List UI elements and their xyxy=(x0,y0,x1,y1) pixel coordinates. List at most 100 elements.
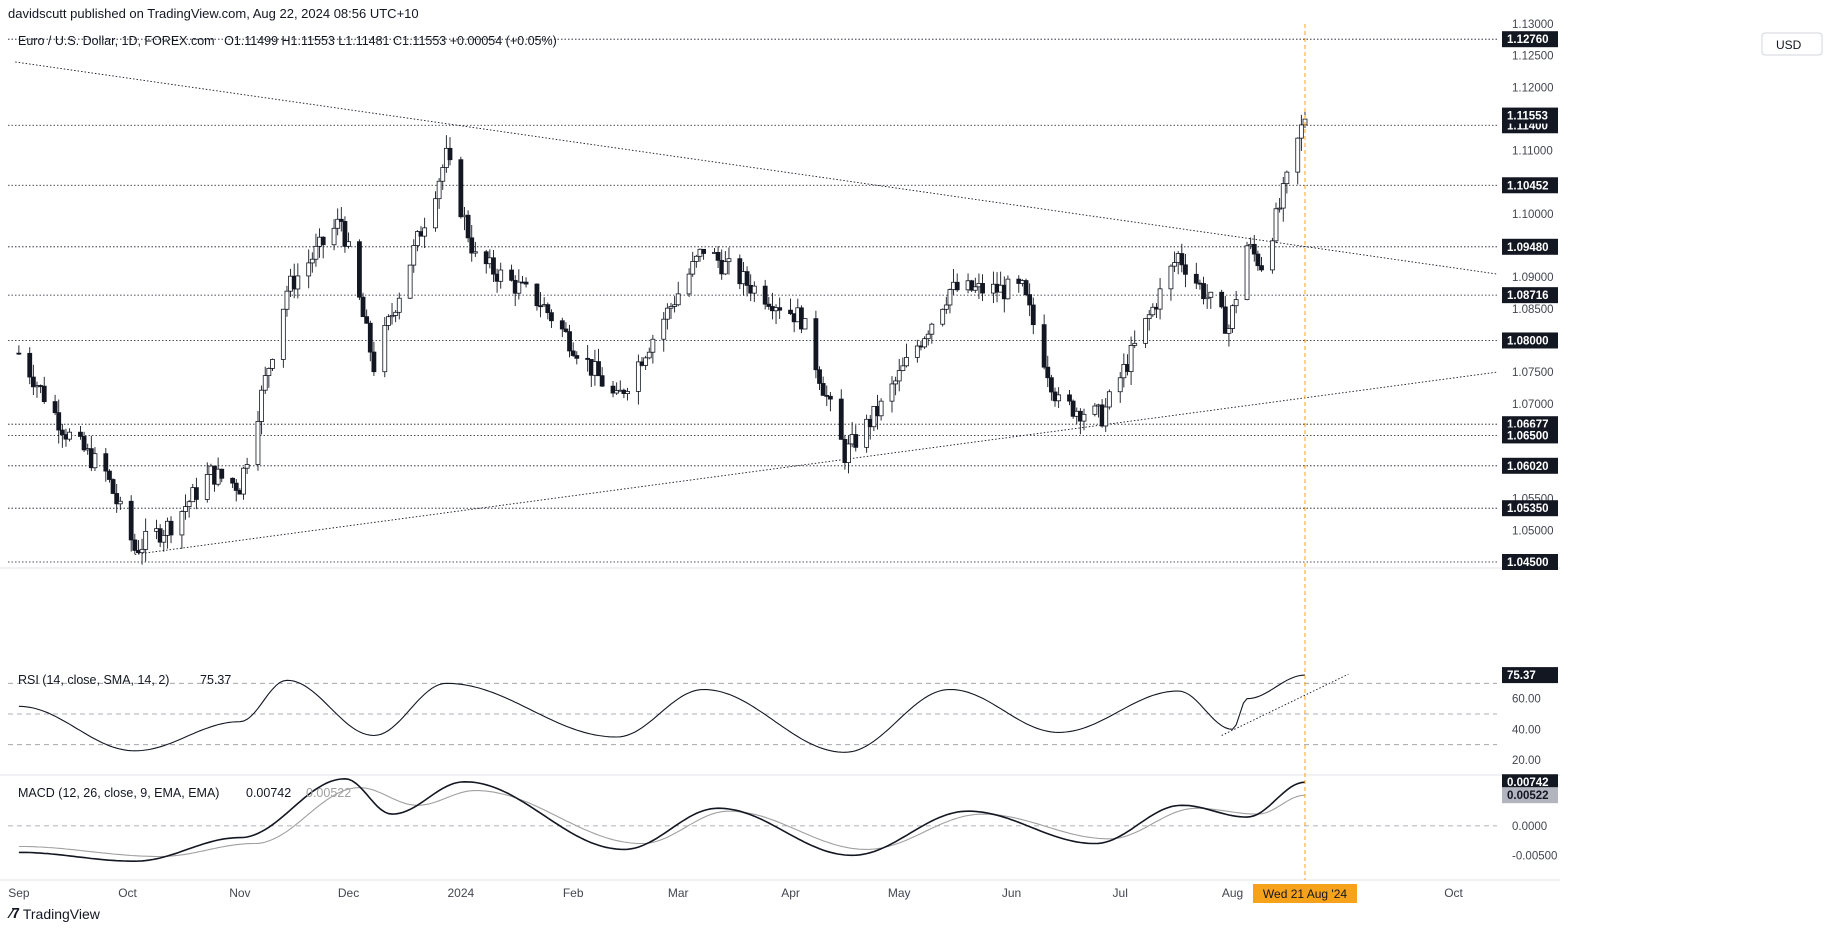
candle xyxy=(737,254,743,290)
ascending-trendline xyxy=(134,371,1498,555)
candle xyxy=(143,518,149,562)
candle xyxy=(1005,275,1011,300)
candle xyxy=(751,281,757,302)
candle xyxy=(280,308,286,368)
candle xyxy=(411,239,417,273)
rsi-title: RSI (14, close, SMA, 14, 2) xyxy=(18,673,169,687)
candle xyxy=(1030,297,1036,335)
candle xyxy=(1067,389,1072,406)
candle xyxy=(1132,330,1138,348)
candle xyxy=(364,309,370,324)
candle xyxy=(570,342,576,357)
signal-line xyxy=(18,787,1306,858)
price-tick-label: 1.05000 xyxy=(1512,525,1554,537)
candle xyxy=(320,236,326,259)
candle xyxy=(338,207,344,232)
currency-badge[interactable]: USD xyxy=(1761,32,1823,56)
time-tick-label: Dec xyxy=(338,886,359,900)
candle xyxy=(266,367,272,388)
candle xyxy=(407,264,413,300)
candle xyxy=(414,230,420,252)
candle xyxy=(161,529,167,552)
rsi-tick-label: 40.00 xyxy=(1512,724,1541,736)
svg-text:1.10452: 1.10452 xyxy=(1507,180,1549,192)
svg-text:0.00522: 0.00522 xyxy=(1507,790,1549,802)
candle xyxy=(396,292,402,320)
candle xyxy=(422,217,428,249)
candle xyxy=(1273,202,1279,244)
candle xyxy=(686,268,692,298)
grid-layer xyxy=(0,567,1560,881)
candle xyxy=(701,248,706,260)
candle xyxy=(690,251,696,277)
candle xyxy=(103,448,109,482)
candle xyxy=(650,334,656,364)
candle xyxy=(661,312,667,352)
candle xyxy=(393,310,399,323)
candle xyxy=(219,468,225,483)
tradingview-logo-icon: ⁄7 xyxy=(10,905,20,922)
candle xyxy=(969,279,975,292)
time-tick-label: 2024 xyxy=(448,886,475,900)
signal-value-badge: 0.00522 xyxy=(1502,787,1558,804)
candle xyxy=(954,273,960,292)
candle xyxy=(270,358,275,372)
descending-trendline xyxy=(15,61,1498,275)
macd-tick-label: 0.0000 xyxy=(1512,821,1547,833)
svg-text:1.09480: 1.09480 xyxy=(1507,242,1549,254)
candle xyxy=(693,254,699,268)
candle xyxy=(893,376,899,396)
rsi-line xyxy=(18,674,1306,753)
candle xyxy=(940,308,946,327)
symbol-legend[interactable]: Euro / U.S. Dollar, 1D, FOREX.com O1.114… xyxy=(18,34,563,48)
candle xyxy=(914,339,920,363)
level-price-label: 1.08000 xyxy=(1502,332,1558,349)
candle xyxy=(1208,291,1214,309)
candle xyxy=(1284,170,1290,194)
candle xyxy=(585,344,591,372)
candle xyxy=(925,330,931,346)
candle xyxy=(1103,398,1109,432)
candle xyxy=(770,292,775,320)
svg-text:1.05350: 1.05350 xyxy=(1507,503,1549,515)
candle xyxy=(545,302,551,320)
candle xyxy=(186,499,192,518)
candle xyxy=(722,250,728,276)
candle xyxy=(846,435,851,474)
svg-text:1.04500: 1.04500 xyxy=(1507,557,1549,569)
svg-text:1.06020: 1.06020 xyxy=(1507,461,1549,473)
candle xyxy=(382,317,388,378)
candle xyxy=(972,277,978,293)
candle xyxy=(534,283,540,311)
candle xyxy=(617,380,623,392)
candle xyxy=(838,389,844,440)
candle xyxy=(563,322,569,333)
candle xyxy=(824,385,830,406)
candle xyxy=(1128,336,1134,385)
candle xyxy=(114,483,120,513)
time-tick-label: Mar xyxy=(668,886,689,900)
published-caption: davidscutt published on TradingView.com,… xyxy=(8,6,419,21)
candle xyxy=(465,210,471,243)
macd-title: MACD (12, 26, close, 9, EMA, EMA) xyxy=(18,786,219,800)
price-tick-label: 1.09000 xyxy=(1512,272,1554,284)
candle xyxy=(559,317,565,338)
candle xyxy=(777,297,783,319)
candle xyxy=(922,336,927,349)
time-tick-label: Oct xyxy=(1444,886,1463,900)
candle xyxy=(1244,241,1250,301)
candle xyxy=(193,477,199,510)
candle xyxy=(726,247,732,275)
candle xyxy=(262,366,268,394)
tradingview-logo[interactable]: ⁄7 TradingView xyxy=(10,905,100,922)
candle xyxy=(1183,253,1188,288)
macd-line xyxy=(18,777,1306,862)
time-tick-label: Nov xyxy=(229,886,250,900)
candle xyxy=(59,423,65,448)
candle xyxy=(523,277,529,288)
candle xyxy=(1226,324,1232,347)
candle xyxy=(110,478,116,495)
rsi-tick-label: 20.00 xyxy=(1512,755,1541,767)
candle xyxy=(1233,290,1239,314)
